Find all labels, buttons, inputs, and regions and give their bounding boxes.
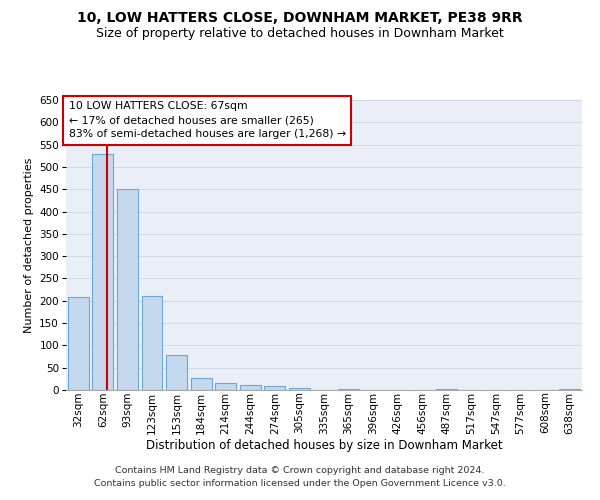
Text: 10 LOW HATTERS CLOSE: 67sqm
← 17% of detached houses are smaller (265)
83% of se: 10 LOW HATTERS CLOSE: 67sqm ← 17% of det… (68, 102, 346, 140)
X-axis label: Distribution of detached houses by size in Downham Market: Distribution of detached houses by size … (146, 439, 502, 452)
Bar (559, 389, 580, 390)
Bar (166, 355, 187, 390)
Bar (68, 297, 89, 390)
Bar (117, 189, 138, 390)
Bar (92, 154, 113, 390)
Bar (265, 386, 286, 390)
Bar (191, 378, 212, 390)
Bar (240, 384, 261, 390)
Text: 10, LOW HATTERS CLOSE, DOWNHAM MARKET, PE38 9RR: 10, LOW HATTERS CLOSE, DOWNHAM MARKET, P… (77, 11, 523, 25)
Text: Contains HM Land Registry data © Crown copyright and database right 2024.
Contai: Contains HM Land Registry data © Crown c… (94, 466, 506, 487)
Bar (289, 388, 310, 390)
Text: Size of property relative to detached houses in Downham Market: Size of property relative to detached ho… (96, 27, 504, 40)
Y-axis label: Number of detached properties: Number of detached properties (24, 158, 34, 332)
Bar (215, 383, 236, 390)
Bar (338, 388, 359, 390)
Bar (142, 296, 163, 390)
Bar (436, 389, 457, 390)
